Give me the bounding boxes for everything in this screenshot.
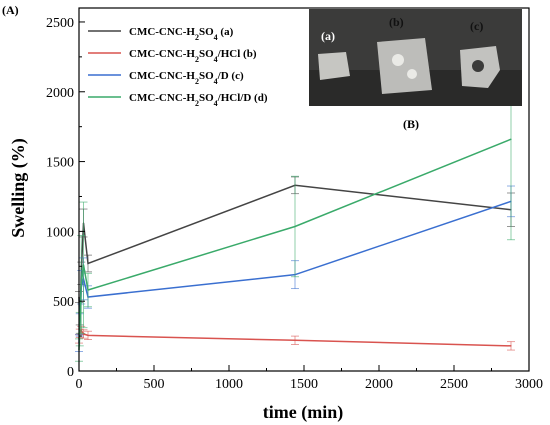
legend-entry: CMC-CNC-H2SO4/HCl (b) [88, 48, 257, 64]
series-2 [75, 325, 515, 351]
axes: 0 500 1000 1500 2000 2500 3000 0 500 1000 1500 2000… [46, 7, 543, 392]
sample-b-bubble [392, 54, 404, 66]
sample-b-bubble [407, 69, 417, 79]
x-tick-label: 0 [76, 377, 83, 392]
legend-label: CMC-CNC-H2SO4/D (c) [129, 70, 244, 86]
legend-label: CMC-CNC-H2SO4 (a) [129, 26, 234, 42]
legend-entry: CMC-CNC-H2SO4/HCl/D (d) [88, 92, 268, 108]
sample-a-film [318, 52, 350, 80]
x-tick-label: 500 [144, 377, 165, 392]
y-tick-label: 500 [53, 295, 74, 310]
data-point [87, 289, 89, 291]
legend-entry: CMC-CNC-H2SO4/D (c) [88, 70, 244, 86]
sample-b-film [377, 38, 432, 94]
legend: CMC-CNC-H2SO4 (a) CMC-CNC-H2SO4/HCl (b) CM… [88, 26, 268, 108]
legend-entry: CMC-CNC-H2SO4 (a) [88, 26, 234, 42]
data-point [82, 264, 85, 266]
panel-b-label: (B) [403, 117, 419, 131]
legend-label: CMC-CNC-H2SO4/HCl/D (d) [129, 92, 268, 108]
photo-label-a: (a) [321, 29, 335, 43]
y-axis-title: Swelling (%) [8, 138, 29, 238]
plot-area [75, 38, 515, 362]
data-point [510, 138, 512, 140]
photo-label-b: (b) [389, 15, 404, 29]
x-tick-label: 2500 [440, 377, 468, 392]
y-tick-label: 1000 [46, 225, 74, 240]
y-tick-label: 2000 [46, 86, 74, 101]
x-tick-label: 1500 [290, 377, 318, 392]
x-tick-label: 3000 [515, 377, 543, 392]
photo-label-c: (c) [470, 19, 483, 33]
data-point [80, 283, 82, 286]
data-point [87, 334, 89, 336]
x-tick-label: 2000 [365, 377, 393, 392]
y-tick-label: 1500 [46, 156, 74, 171]
panel-a-label: (A) [2, 3, 19, 17]
legend-label: CMC-CNC-H2SO4/HCl (b) [129, 48, 257, 64]
y-tick-label: 0 [67, 365, 74, 380]
data-point [87, 262, 89, 265]
data-point [294, 225, 296, 228]
sample-c-hole [472, 60, 484, 72]
x-tick-label: 1000 [215, 377, 243, 392]
data-point [510, 345, 512, 347]
x-axis-title: time (min) [263, 402, 343, 423]
sample-photo-inset: (a) (b) (c) [309, 9, 522, 106]
y-tick-label: 2500 [46, 16, 74, 31]
data-point [294, 339, 296, 341]
